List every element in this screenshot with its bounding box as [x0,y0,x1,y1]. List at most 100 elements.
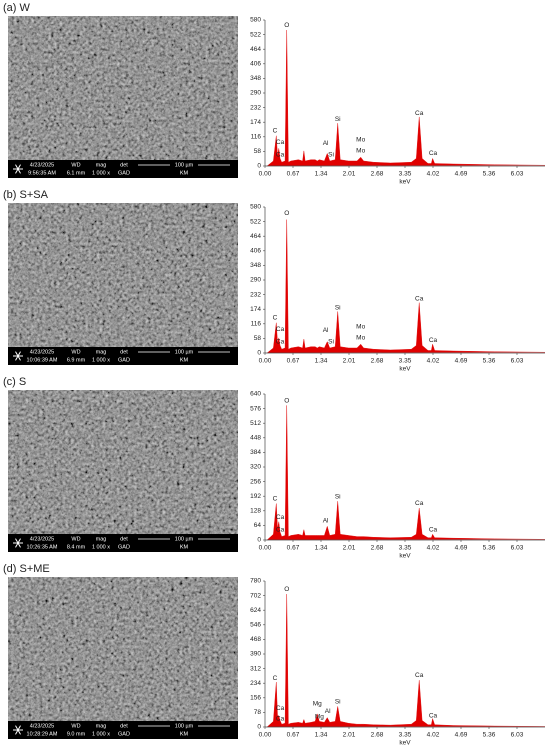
sem-wd-label: WD [71,536,80,542]
sem-det: GAD [118,544,130,550]
panel-label: (c) S [3,376,26,388]
y-tick-label: 232 [250,291,261,298]
micrograph-texture [8,16,238,160]
sem-wd: 9.0 mm [67,731,86,737]
peak-label: Ca [276,705,285,712]
peak-label: Ca [276,514,285,521]
detector-icon [15,725,21,735]
peak-label: Si [335,304,341,311]
peak-label: Al [323,327,329,334]
y-tick-label: 128 [250,508,261,515]
sem-mag: 1 000 x [92,170,110,176]
x-tick-label: 5.36 [483,545,496,552]
sem-time: 10:26:35 AM [27,544,58,550]
y-tick-label: 78 [254,709,262,716]
plot-area [265,207,545,353]
peak-label: Ca [429,526,438,533]
sem-time: 9:56:35 AM [28,170,56,176]
peak-label: Ca [276,715,285,722]
x-tick-label: 4.69 [455,171,468,178]
x-axis-label: keV [399,179,411,186]
y-tick-label: 256 [250,478,261,485]
y-tick-label: 174 [250,306,261,313]
peak-label: Al [325,708,331,715]
sem-mag-label: mag [96,536,107,542]
sem-mag-label: mag [96,162,107,168]
sem-image: 4/23/2025 10:28:29 AM WD 9.0 mm mag 1 000 x de… [8,577,238,739]
sem-det: GAD [118,357,130,363]
peak-label: Ca [276,139,285,146]
sem-wd-label: WD [71,162,80,168]
x-tick-label: 0.67 [287,732,300,739]
y-tick-label: 0 [257,163,261,170]
peak-label: Ca [276,338,285,345]
micrograph-texture [8,390,238,534]
sem-det-label: det [120,349,128,355]
detector-icon [15,538,21,548]
y-tick-label: 290 [250,90,261,97]
sem-image: 4/23/2025 10:26:35 AM WD 8.4 mm mag 1 000 x de… [8,390,238,552]
y-tick-label: 390 [250,651,261,658]
sem-mag-label: mag [96,723,107,729]
y-tick-label: 522 [250,218,261,225]
y-tick-label: 448 [250,435,261,442]
peak-label: Ca [415,110,424,117]
scale-label: 100 µm [175,536,194,542]
x-tick-label: 5.36 [483,732,496,739]
y-tick-label: 192 [250,493,261,500]
y-tick-label: 290 [250,277,261,284]
y-tick-label: 58 [254,335,262,342]
x-tick-label: 6.03 [511,171,524,178]
y-tick-label: 522 [250,31,261,38]
y-tick-label: 0 [257,350,261,357]
plot-area [265,20,545,166]
peak-label: Si [335,493,341,500]
peak-label: O [284,210,289,217]
y-tick-label: 702 [250,592,261,599]
sem-mag: 1 000 x [92,544,110,550]
sem-operator: KM [180,357,189,363]
peak-label: C [273,314,278,321]
x-tick-label: 2.68 [371,732,384,739]
sem-mag: 1 000 x [92,357,110,363]
detector-icon [15,351,21,361]
y-tick-label: 468 [250,636,261,643]
sem-operator: KM [180,544,189,550]
sem-wd-label: WD [71,349,80,355]
sem-operator: KM [180,170,189,176]
plot-area [265,581,545,727]
y-tick-label: 576 [250,405,261,412]
y-tick-label: 580 [250,204,261,211]
info-bar [8,347,238,365]
x-tick-label: 5.36 [483,358,496,365]
sem-operator: KM [180,731,189,737]
peak-label: C [273,496,278,503]
x-tick-label: 4.69 [455,358,468,365]
peak-label: Ca [429,337,438,344]
sem-mag: 1 000 x [92,731,110,737]
sem-date: 4/23/2025 [30,349,54,355]
y-tick-label: 156 [250,695,261,702]
peak-label: Ca [415,296,424,303]
x-tick-label: 1.34 [315,732,328,739]
x-tick-label: 1.34 [315,171,328,178]
plot-area [265,394,545,540]
scale-label: 100 µm [175,349,194,355]
y-tick-label: 0 [257,724,261,731]
peak-label: Si [328,151,334,158]
peak-label: Si [335,698,341,705]
x-axis-label: keV [399,740,411,747]
peak-label: Al [323,517,329,524]
y-tick-label: 384 [250,449,261,456]
y-tick-label: 348 [250,262,261,269]
y-tick-label: 320 [250,464,261,471]
micrograph-texture [8,577,238,721]
sem-date: 4/23/2025 [30,536,54,542]
y-tick-label: 58 [254,148,262,155]
y-tick-label: 174 [250,119,261,126]
peak-label: O [284,22,289,29]
y-tick-label: 64 [254,522,262,529]
x-tick-label: 4.02 [427,545,440,552]
spectrum [266,405,546,541]
